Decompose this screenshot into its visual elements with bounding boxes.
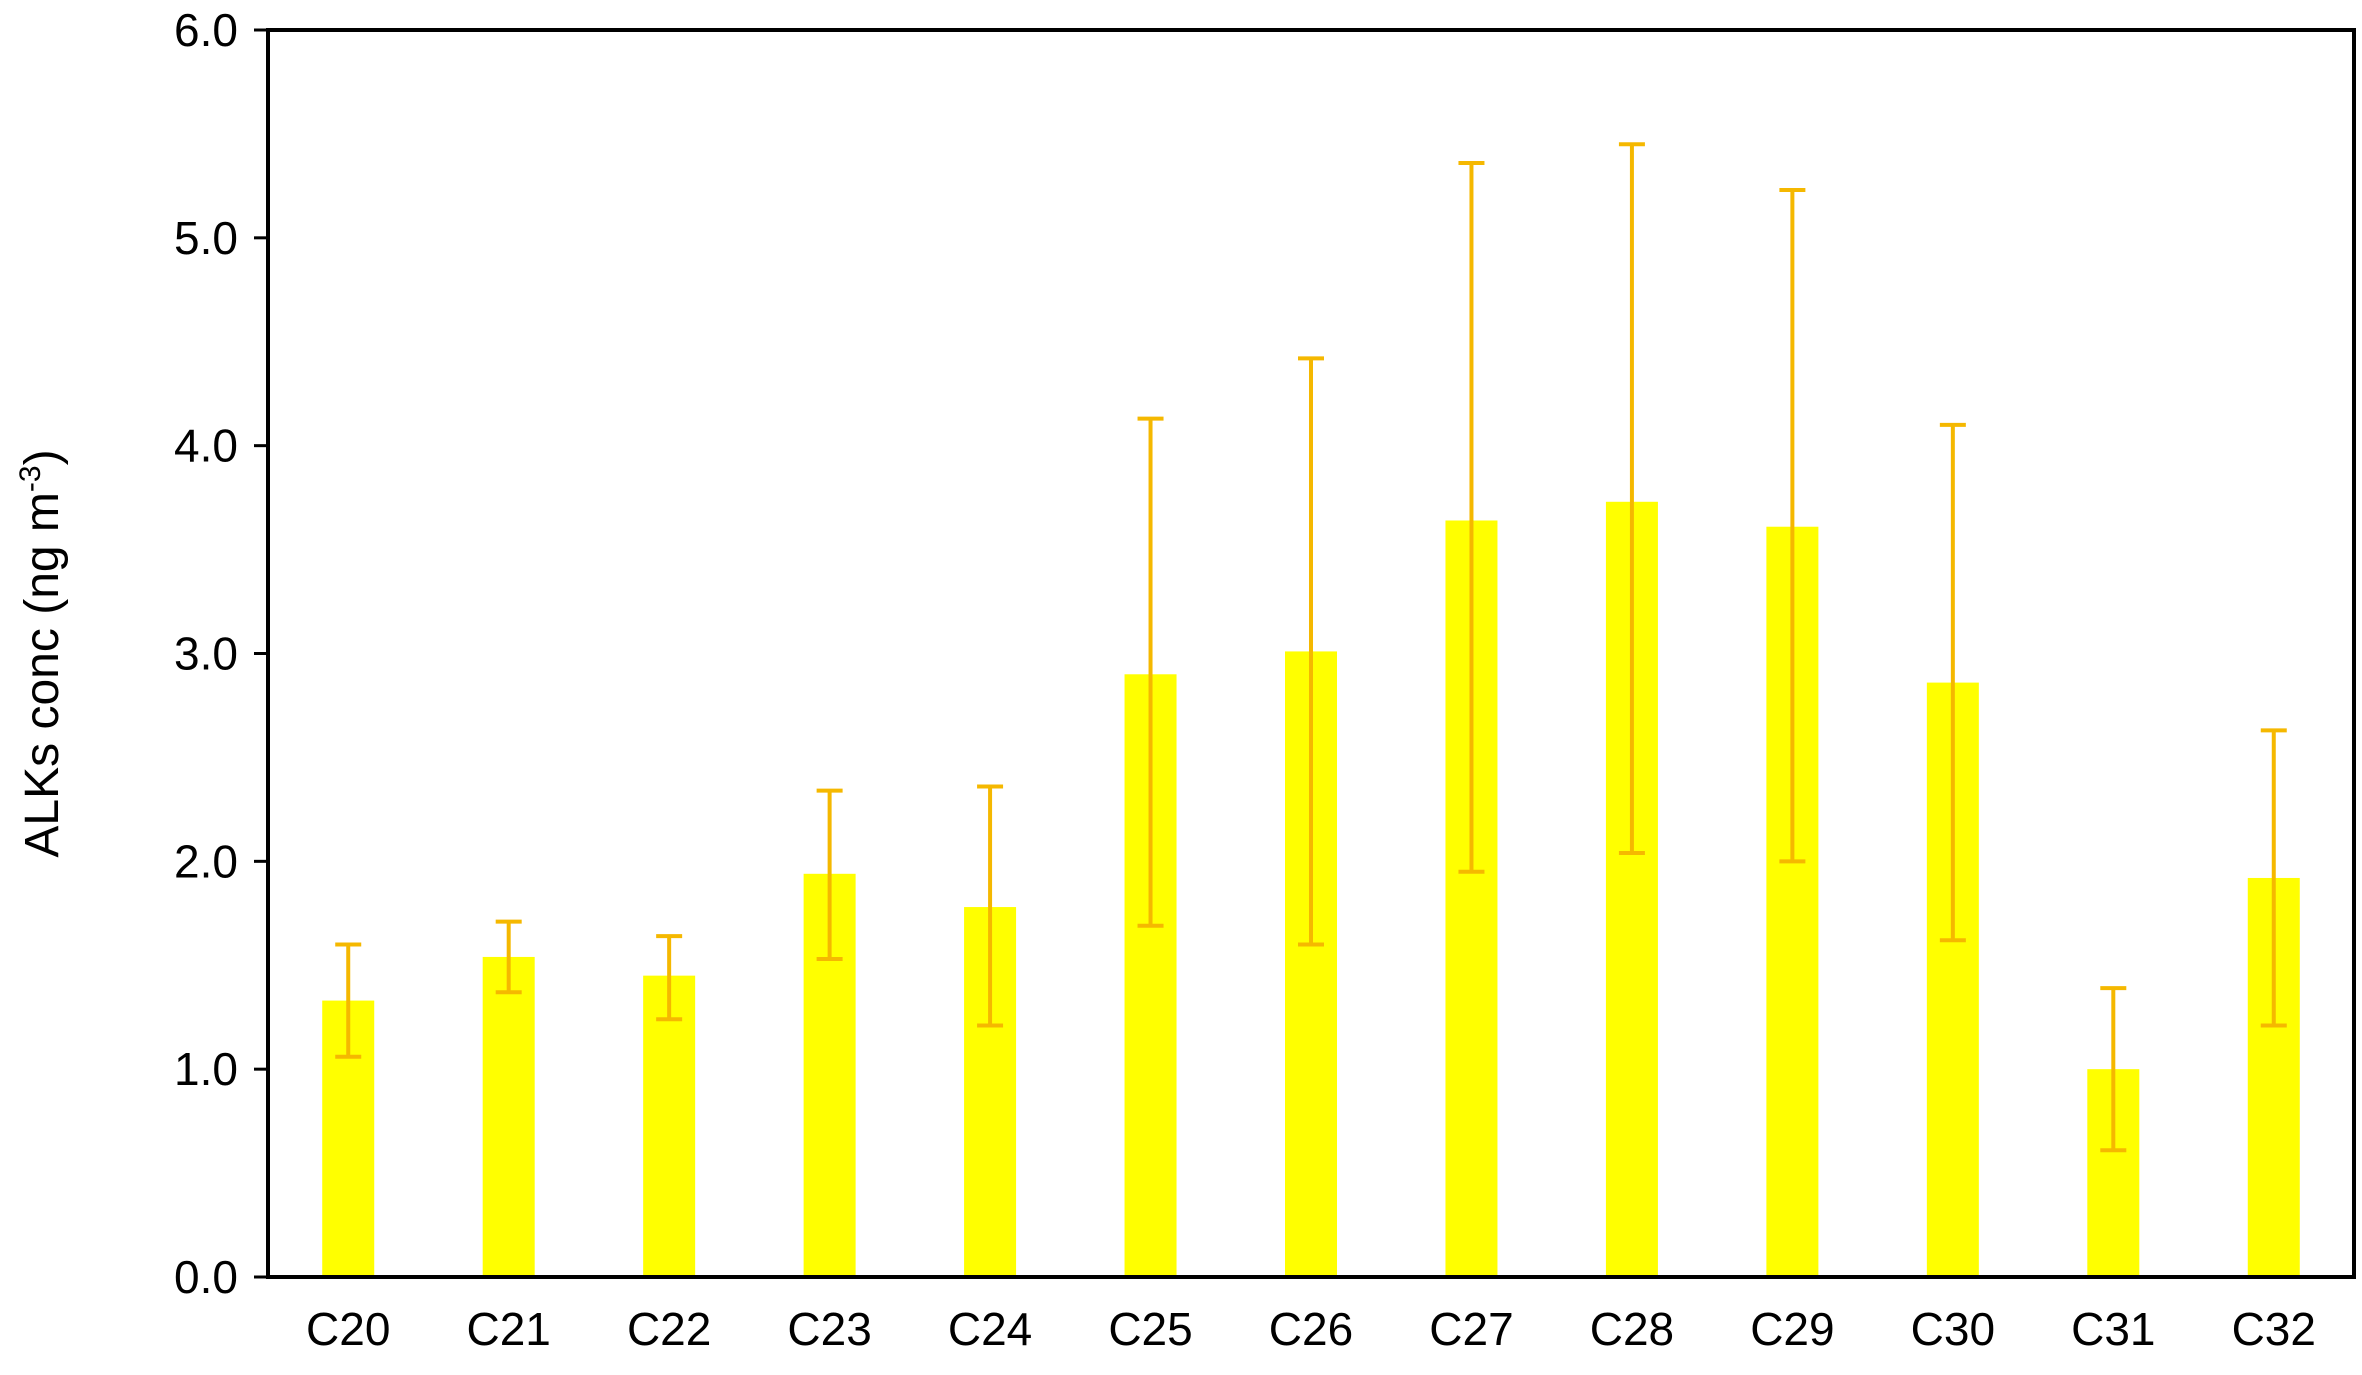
y-tick-label: 0.0 (174, 1251, 238, 1303)
x-tick-label: C26 (1269, 1303, 1353, 1355)
x-tick-label: C30 (1911, 1303, 1995, 1355)
x-axis-labels: C20 C21 C22 C23 C24 C25 C26 C27 C28 C29 C30 C31 C32 (306, 1303, 2316, 1355)
bar (643, 975, 696, 1277)
y-tick-label: 2.0 (174, 835, 238, 887)
x-tick-label: C31 (2071, 1303, 2155, 1355)
error-bars-group (335, 142, 2287, 1153)
y-axis-ticks: 0.0 1.0 2.0 3.0 4.0 5.0 6.0 (174, 4, 268, 1303)
y-axis-title-close: ) (16, 449, 69, 465)
x-tick-label: C28 (1590, 1303, 1674, 1355)
x-tick-label: C21 (466, 1303, 550, 1355)
x-tick-label: C24 (948, 1303, 1032, 1355)
y-axis-title-superscript: -3 (14, 465, 47, 492)
x-tick-label: C25 (1108, 1303, 1192, 1355)
y-tick-label: 1.0 (174, 1043, 238, 1095)
x-tick-label: C23 (787, 1303, 871, 1355)
x-tick-label: C20 (306, 1303, 390, 1355)
bars-group (322, 501, 2300, 1277)
y-tick-label: 4.0 (174, 420, 238, 472)
y-axis-title: ALKs conc (ng m-3) (14, 449, 69, 857)
x-tick-label: C22 (627, 1303, 711, 1355)
x-tick-label: C27 (1429, 1303, 1513, 1355)
y-axis-title-main: ALKs conc (ng m (16, 492, 69, 857)
y-tick-label: 6.0 (174, 4, 238, 56)
bar (482, 956, 535, 1277)
x-tick-label: C29 (1750, 1303, 1834, 1355)
y-tick-label: 3.0 (174, 628, 238, 680)
y-tick-label: 5.0 (174, 212, 238, 264)
x-tick-label: C32 (2232, 1303, 2316, 1355)
